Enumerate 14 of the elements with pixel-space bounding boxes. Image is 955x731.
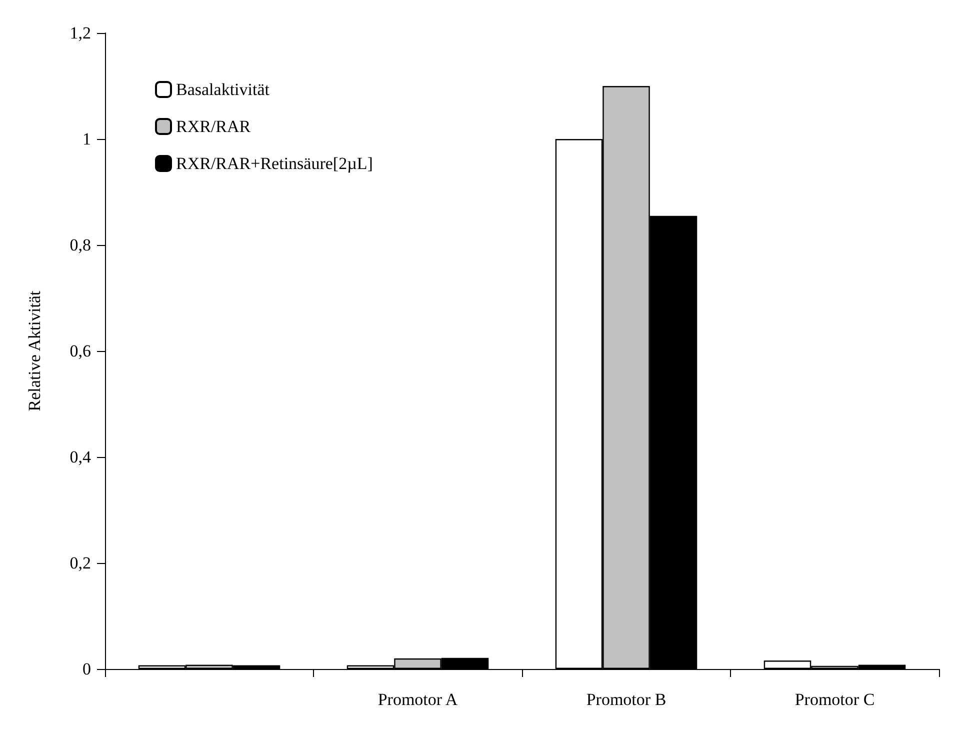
x-tick-label: Promotor C bbox=[794, 690, 875, 709]
legend-label: RXR/RAR+Retinsäure[2µL] bbox=[176, 154, 373, 173]
y-tick-label: 1 bbox=[82, 130, 91, 148]
y-tick-label: 1,2 bbox=[70, 24, 91, 42]
legend-label: RXR/RAR bbox=[176, 117, 252, 136]
y-tick-label: 0,6 bbox=[70, 342, 91, 360]
x-tick-label: Promotor B bbox=[586, 690, 666, 709]
x-tick-label: Promotor A bbox=[378, 690, 458, 709]
y-tick-label: 0,8 bbox=[70, 236, 91, 254]
y-tick-label: 0,4 bbox=[70, 448, 92, 466]
legend-label: Basalaktivität bbox=[176, 80, 270, 99]
y-axis-title: Relative Aktivität bbox=[25, 290, 44, 412]
y-tick-label: 0,2 bbox=[70, 554, 91, 572]
y-tick-label: 0 bbox=[82, 660, 91, 678]
